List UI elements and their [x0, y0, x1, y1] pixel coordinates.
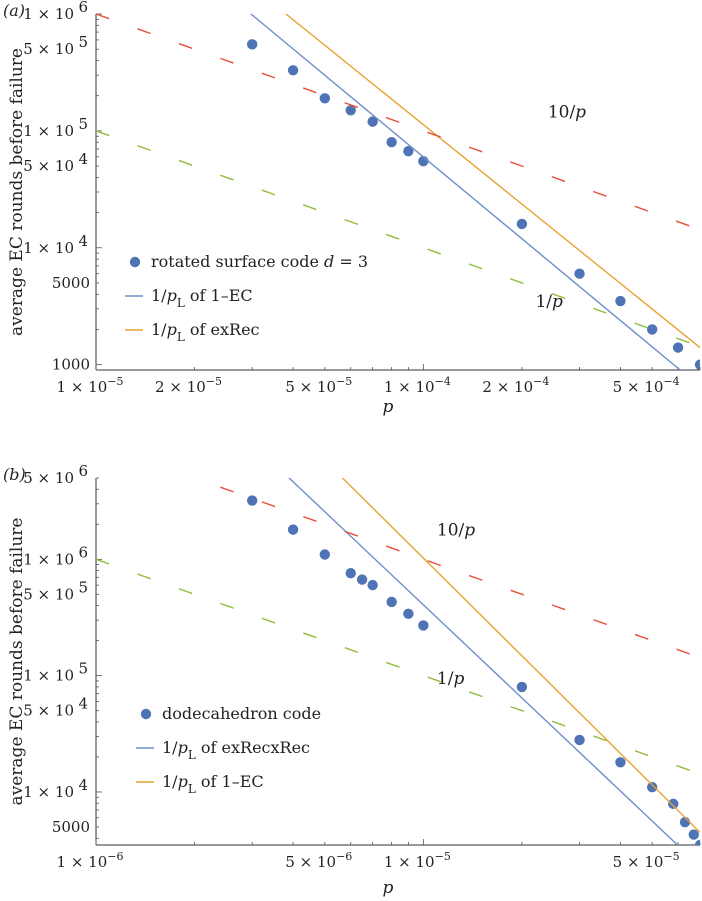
- reference-dashed-line: [96, 130, 700, 348]
- y-tick-exponent: 4: [78, 232, 88, 250]
- panel-a-chart: 1 × 10−5 2 × 10−5 5 × 10−5 1 × 10−4 2 × 10−4…: [3, 0, 701, 417]
- data-point: [356, 574, 368, 585]
- x-tick-label: 1 × 10−5: [384, 850, 451, 871]
- line-annotation: 1/p: [437, 669, 465, 689]
- y-tick-exponent: 4: [78, 695, 88, 713]
- data-point: [646, 781, 658, 793]
- line-annotation: 10/p: [437, 521, 475, 541]
- legend-entry: 1/pL of exRecxRec: [162, 738, 310, 762]
- x-tick-label: 2 × 10−5: [155, 375, 222, 396]
- data-point: [694, 359, 700, 370]
- y-tick-label: 5 × 10: [23, 469, 74, 487]
- y-tick-exponent: 6: [78, 0, 88, 16]
- legend-entry: dodecahedron code: [162, 704, 321, 723]
- data-point: [319, 549, 331, 560]
- line-annotation: 10/p: [548, 103, 586, 123]
- y-tick-label: 5 × 10: [23, 702, 74, 720]
- x-tick-label: 1 × 10−5: [57, 375, 124, 396]
- data-point: [418, 620, 429, 631]
- y-tick-exponent: 5: [78, 33, 88, 51]
- y-tick-label: 5000: [52, 818, 90, 836]
- data-point: [574, 268, 585, 279]
- reference-dashed-line: [96, 14, 700, 231]
- data-point: [386, 596, 397, 608]
- reference-dashed-line: [96, 558, 700, 775]
- y-tick-exponent: 5: [78, 578, 88, 596]
- y-tick-label: 5000: [52, 274, 90, 292]
- data-point: [646, 324, 658, 335]
- x-tick-label: 1 × 10−4: [384, 375, 451, 396]
- legend-entry: 1/pL of 1–EC: [162, 772, 264, 796]
- data-point: [668, 798, 679, 810]
- y-tick-label: 5 × 10: [23, 585, 74, 603]
- y-tick-label: 1 × 10: [23, 122, 74, 140]
- series-line: [284, 14, 700, 349]
- data-point: [319, 93, 331, 104]
- series-line: [341, 478, 700, 833]
- y-tick-exponent: 6: [78, 543, 88, 561]
- legend-point-marker: [129, 256, 141, 268]
- panel-label: (b): [3, 465, 26, 484]
- y-tick-label: 1 × 10: [23, 550, 74, 568]
- legend-entry: 1/pL of exRec: [151, 320, 260, 344]
- y-tick-exponent: 6: [78, 462, 88, 480]
- data-point: [403, 146, 414, 157]
- y-axis-label: average EC rounds before failure: [7, 518, 27, 806]
- data-point: [287, 65, 299, 76]
- data-point: [246, 495, 258, 506]
- y-axis-label: average EC rounds before failure: [7, 48, 27, 336]
- data-point: [403, 608, 414, 620]
- data-point: [246, 39, 258, 50]
- data-point: [287, 524, 299, 535]
- reference-dashed-line: [192, 478, 700, 659]
- x-tick-label: 1 × 10−6: [57, 850, 124, 871]
- data-point: [615, 757, 626, 768]
- data-point: [679, 816, 691, 828]
- y-tick-exponent: 5: [78, 660, 88, 678]
- legend-entry: 1/pL of 1–EC: [151, 286, 253, 310]
- x-axis-label: p: [383, 878, 394, 898]
- y-tick-label: 1 × 10: [23, 239, 74, 257]
- data-point: [386, 137, 397, 148]
- data-point: [694, 839, 700, 845]
- y-tick-label: 5 × 10: [23, 157, 74, 175]
- plot-area: [96, 14, 700, 370]
- data-point: [345, 567, 356, 579]
- y-tick-exponent: 4: [78, 150, 88, 168]
- panel-label: (a): [3, 1, 25, 20]
- y-tick-label: 1 × 10: [23, 783, 74, 801]
- x-axis-label: p: [383, 397, 394, 417]
- y-tick-label: 1000: [52, 356, 90, 374]
- x-tick-label: 5 × 10−6: [285, 850, 352, 871]
- x-tick-label: 5 × 10−4: [613, 375, 680, 396]
- data-point: [574, 734, 585, 746]
- plot-area: [96, 478, 700, 845]
- series-line: [288, 478, 679, 845]
- y-tick-label: 1 × 10: [23, 667, 74, 685]
- y-tick-exponent: 5: [78, 115, 88, 133]
- panel-b-chart: 1 × 10−6 5 × 10−6 1 × 10−5 5 × 10−55 × 10 61…: [3, 462, 701, 898]
- y-tick-exponent: 4: [78, 776, 88, 794]
- x-tick-label: 2 × 10−4: [482, 375, 549, 396]
- data-point: [516, 218, 528, 230]
- x-tick-label: 5 × 10−5: [613, 850, 680, 871]
- data-point: [615, 295, 626, 307]
- legend-entry: rotated surface code d = 3: [151, 252, 368, 271]
- data-point: [516, 681, 528, 693]
- data-point: [345, 105, 356, 116]
- data-point: [688, 829, 699, 840]
- series-line: [249, 14, 682, 370]
- data-point: [367, 116, 378, 127]
- legend-point-marker: [140, 708, 152, 720]
- x-tick-label: 5 × 10−5: [285, 375, 352, 396]
- y-tick-label: 5 × 10: [23, 40, 74, 58]
- data-point: [672, 342, 684, 353]
- data-point: [367, 579, 378, 591]
- y-tick-label: 1 × 10: [23, 5, 74, 23]
- line-annotation: 1/p: [535, 292, 563, 312]
